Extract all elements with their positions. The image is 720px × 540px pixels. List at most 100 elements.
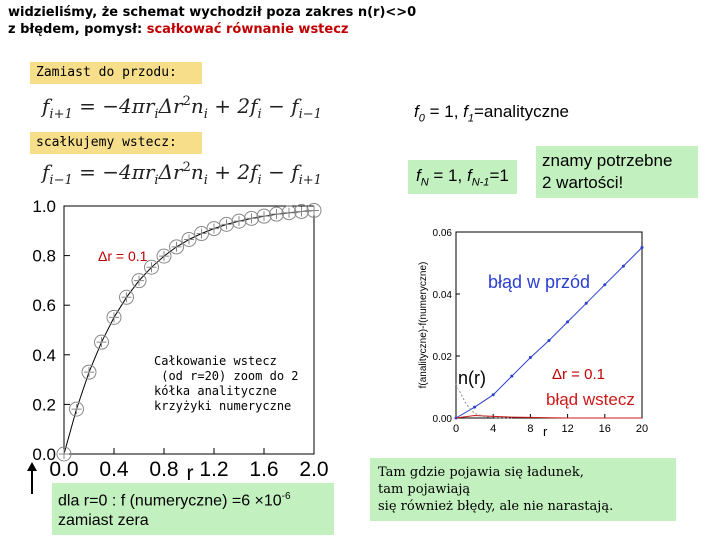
right-forward-error-point [510, 374, 514, 378]
cond-fN-sub: N [420, 176, 429, 189]
right-xtick-label: 20 [636, 423, 648, 435]
right-ytick-label: 0.00 [433, 414, 453, 425]
left-numeric-cross [121, 292, 132, 303]
eq-b-rhs-d: + 2f [207, 160, 258, 184]
eq-b-rhs-d-sub: i [257, 173, 262, 188]
left-analytic-circle [94, 334, 109, 350]
left-numeric-cross [196, 228, 207, 239]
left-analytic-circle [219, 216, 234, 232]
right-xtick-label: 4 [490, 423, 496, 435]
left-numeric-cross [184, 234, 194, 245]
eq-f-rhs-c: n [190, 94, 204, 118]
bottom-right-note: Tam gdzie pojawia się ładunek, tam pojaw… [370, 458, 676, 521]
bl-line-1-exp: -6 [281, 491, 291, 502]
bl-line-2: zamiast zera [58, 512, 149, 530]
right-ylabel: f(analityczne)-f(numeryczne) [418, 262, 429, 389]
left-numeric-cross [221, 219, 232, 230]
eq-f-rhs-e: − f [261, 94, 299, 118]
right-delta-r: Δr = 0.1 [552, 366, 605, 383]
right-nr-line [455, 383, 512, 419]
needed-values-box: znamy potrzebne 2 wartości! [536, 146, 698, 198]
right-ytick-label: 0.02 [433, 352, 453, 363]
right-forward-error-point [603, 283, 607, 287]
br-line-3: się również błędy, ale nie narastają. [378, 499, 614, 514]
cond-f0: f [414, 102, 419, 121]
left-analytic-circle [269, 206, 284, 222]
backward-label-box: scałkujemy wstecz: [30, 132, 202, 154]
forward-error-label: błąd w przód [488, 272, 591, 292]
cond-fN1-sub: N-1 [471, 176, 490, 189]
right-ytick-label: 0.06 [433, 228, 453, 239]
eq-f-rhs-d-sub: i [257, 107, 262, 122]
needed-line-1: znamy potrzebne [542, 151, 673, 170]
left-analytic-circle [169, 239, 184, 255]
left-analytic-circle [156, 248, 172, 264]
left-analytic-circle [244, 210, 259, 226]
eq-f-rhs-a: = −4πr [72, 94, 155, 118]
left-analytic-circle [231, 213, 247, 229]
eq-b-rhs-e-sub: i+1 [298, 173, 322, 188]
left-ytick-label: 0.4 [32, 346, 56, 365]
left-numeric-cross [271, 209, 282, 220]
left-delta-r: Δr = 0.1 [98, 248, 148, 264]
eq-f-rhs-a-sub: i [154, 107, 159, 122]
eq-b-rhs-a-sub: i [154, 173, 159, 188]
eq-f-rhs-b-sup: 2 [182, 94, 191, 109]
needed-line-2: 2 wartości! [542, 173, 624, 192]
right-forward-error-point [640, 246, 644, 249]
left-analytic-circle [56, 446, 72, 462]
title-line-1: widzieliśmy, że schemat wychodził poza z… [8, 5, 417, 20]
left-numeric-cross [159, 251, 169, 262]
left-analytic-circle [306, 202, 322, 218]
cond-f0-rest: = 1, [424, 102, 464, 121]
left-analytic-circle [256, 208, 272, 224]
right-forward-error-point [547, 339, 551, 342]
left-numeric-cross [134, 275, 144, 286]
left-ytick-label: 0.6 [32, 296, 56, 315]
title-line-2: z błędem, pomysł: scałkować równanie wst… [8, 21, 416, 38]
right-chart: 0.00 0.02 0.04 0.06 0 4 8 12 16 20 f(analityczne)-… [418, 228, 648, 435]
right-xtick-label: 16 [599, 423, 611, 435]
left-xtick-label: 0.4 [99, 458, 129, 481]
cond-fN-rest: = 1, [428, 166, 467, 185]
backward-error-label: błąd wstecz [546, 390, 635, 410]
cond-fN1-rest: =1 [489, 166, 509, 185]
left-plot-area: 0.0 0.2 0.4 0.6 0.8 1.0 0.0 0.4 0.8 1.2 1.6 2.0 r [32, 197, 328, 485]
eq-b-rhs-a: = −4πr [72, 160, 155, 184]
right-xtick-label: 12 [561, 423, 573, 435]
right-forward-error-point [528, 356, 532, 360]
right-forward-error-point [566, 320, 570, 324]
eq-b-rhs-e: − f [261, 160, 299, 184]
bl-line-1-text: dla r=0 : f (numeryczne) =6 ×10 [58, 492, 282, 510]
right-plot-area: 0.00 0.02 0.04 0.06 0 4 8 12 16 20 f(analityczne)-… [418, 228, 648, 435]
left-numeric-cross [209, 223, 219, 234]
title-line-2-prefix: z błędem, pomysł: [8, 22, 147, 37]
eq-f-lhs: f [42, 94, 50, 118]
left-chart-note: Całkowanie wstecz (od r=20) zoom do 2 kó… [150, 352, 303, 416]
bl-line-1: dla r=0 : f (numeryczne) =6 ×10-6 [58, 487, 328, 511]
left-xtick-label: 1.2 [199, 458, 228, 481]
forward-equation: fi+1 = −4πriΔr2ni + 2fi − fi−1 [42, 94, 322, 122]
eq-b-lhs: f [42, 160, 50, 184]
up-arrow-icon [27, 462, 37, 494]
eq-b-rhs-b: Δr [158, 160, 183, 184]
backward-equation: fi−1 = −4πriΔr2ni + 2fi − fi+1 [42, 160, 322, 188]
br-line-1: Tam gdzie pojawia się ładunek, [378, 465, 584, 480]
left-numeric-cross [309, 205, 319, 216]
cond-fN: f [416, 166, 421, 185]
right-xtick-label: 8 [527, 423, 533, 435]
left-xtick-label: 2.0 [299, 458, 328, 481]
eq-b-rhs-b-sup: 2 [182, 160, 191, 175]
left-analytic-circle [281, 205, 297, 221]
right-forward-error-point [621, 264, 625, 268]
left-numeric-cross [259, 211, 269, 222]
left-r-label: r [187, 462, 194, 485]
left-analytic-circle [131, 273, 147, 289]
eq-f-lhs-sub: i+1 [49, 107, 73, 122]
right-r-label: r [543, 424, 548, 439]
left-ytick-label: 1.0 [32, 197, 56, 216]
left-xtick-label: 0.8 [149, 458, 178, 481]
eq-b-rhs-c: n [190, 160, 204, 184]
cond-f1-sub: 1 [467, 112, 474, 125]
right-forward-error-point [473, 405, 477, 409]
